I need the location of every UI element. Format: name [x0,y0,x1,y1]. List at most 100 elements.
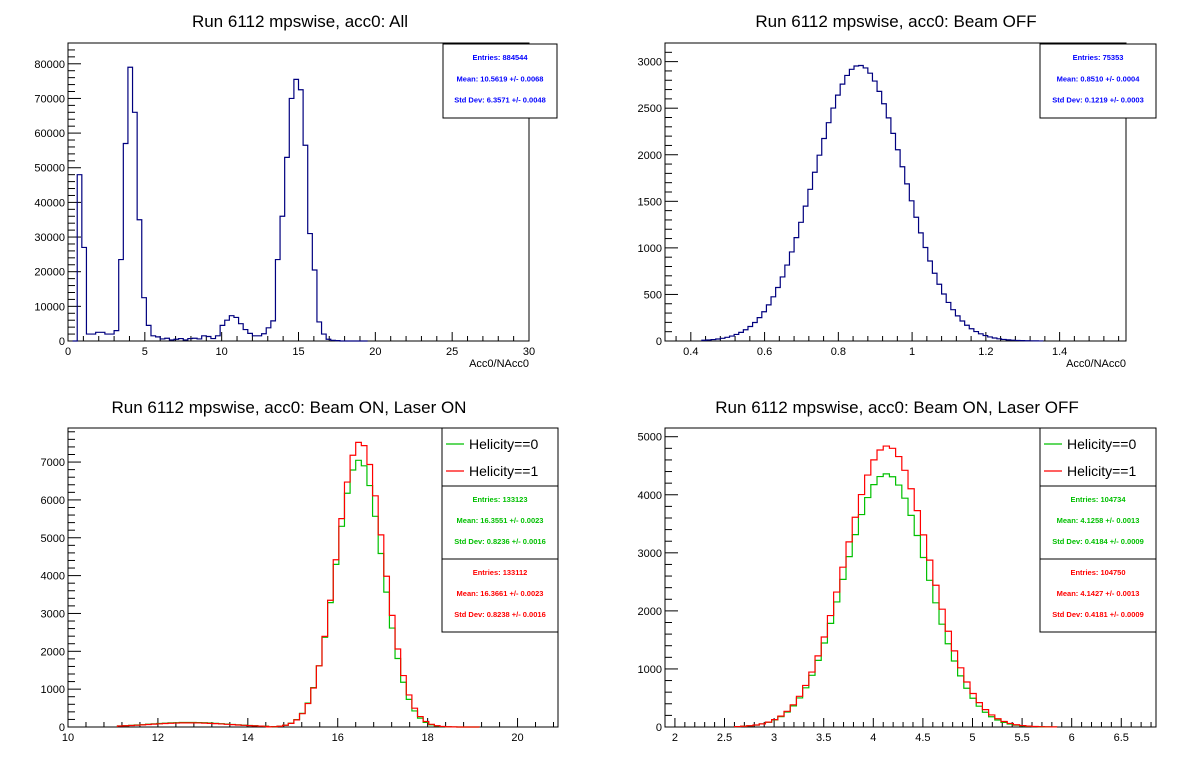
y-tick-label: 2500 [638,103,662,115]
y-tick-label: 1000 [638,664,662,676]
stats-line: Std Dev: 6.3571 +/- 0.0048 [454,96,546,105]
x-tick-label: 3.5 [816,732,831,744]
x-tick-label: 0 [65,346,71,358]
legend-box [1039,427,1157,487]
series-layer [116,441,480,728]
x-tick-label: 1.2 [978,346,993,358]
stats-line: Std Dev: 0.1219 +/- 0.0003 [1052,96,1144,105]
stats-panel [1039,485,1157,560]
legend-label: Helicity==0 [469,436,538,452]
y-tick-label: 60000 [34,128,65,140]
y-tick-label: 10000 [34,301,65,313]
y-tick-label: 3000 [638,57,662,69]
y-tick-label: 40000 [34,197,65,209]
x-tick-label: 15 [292,346,304,358]
x-tick-label: 4.5 [915,732,930,744]
x-tick-label: 20 [369,346,381,358]
y-tick-label: 5000 [41,533,65,545]
series-layer [701,64,1044,342]
chart-title: Run 6112 mpswise, acc0: Beam ON, Laser O… [112,398,467,417]
x-tick-label: 2 [672,732,678,744]
histogram-series-line [116,459,480,728]
legend-box [441,427,559,487]
histogram-series-line [733,473,1058,728]
y-tick-label: 20000 [34,267,65,279]
x-axis-ticks: 0 5 10 15 20 25 30 [65,332,535,358]
histogram-series-line [116,441,480,728]
y-tick-label: 80000 [34,59,65,71]
stats-line: Std Dev: 0.4184 +/- 0.0009 [1052,537,1144,546]
x-axis-label: Acc0/NAcc0 [469,358,529,370]
stats-line: Entries: 884544 [472,53,528,62]
legend-label: Helicity==1 [469,463,538,479]
stats-box: Entries: 884544 Mean: 10.5619 +/- 0.0068 S… [442,43,558,119]
stats-line: Std Dev: 0.8238 +/- 0.0016 [454,610,546,619]
x-tick-label: 14 [242,732,254,744]
x-tick-label: 4 [870,732,876,744]
histogram-series-line [733,445,1058,728]
x-tick-label: 1 [909,346,915,358]
x-tick-label: 18 [422,732,434,744]
panel-all: Run 6112 mpswise, acc0: All 0 5 10 15 20 25 30… [34,12,558,370]
x-tick-label: 0.6 [757,346,772,358]
stats-line: Std Dev: 0.8236 +/- 0.0016 [454,537,546,546]
y-tick-label: 2000 [41,646,65,658]
stats-line: Mean: 4.1258 +/- 0.0013 [1057,516,1140,525]
stats-panel [442,43,558,119]
x-tick-label: 5 [969,732,975,744]
x-tick-label: 6 [1069,732,1075,744]
x-tick-label: 20 [511,732,523,744]
x-tick-label: 10 [62,732,74,744]
legend: Helicity==0 Helicity==1 [441,427,559,487]
stats-line: Mean: 10.5619 +/- 0.0068 [457,74,544,83]
y-tick-label: 4000 [638,490,662,502]
y-tick-label: 1500 [638,196,662,208]
histogram-series-line [72,66,368,342]
panel-beam-on-laser-off: Run 6112 mpswise, acc0: Beam ON, Laser O… [638,398,1157,744]
stats-panel [441,485,559,560]
y-tick-label: 1000 [638,243,662,255]
x-tick-label: 10 [216,346,228,358]
x-axis-label: Acc0/NAcc0 [1066,358,1126,370]
x-tick-label: 6.5 [1114,732,1129,744]
y-axis-ticks: 0 1000 2000 3000 4000 5000 [638,432,678,734]
x-tick-label: 3 [771,732,777,744]
stats-box: Entries: 75353 Mean: 0.8510 +/- 0.0004 Std… [1039,43,1157,119]
series-layer [733,445,1058,728]
stats-line: Entries: 133123 [472,495,527,504]
x-tick-label: 12 [152,732,164,744]
y-tick-label: 2000 [638,150,662,162]
x-axis-ticks: 0.4 0.6 0.8 1 1.2 1.4 [675,332,1120,358]
stats-line: Mean: 4.1427 +/- 0.0013 [1057,589,1140,598]
y-tick-label: 70000 [34,93,65,105]
x-tick-label: 5 [142,346,148,358]
stats-line: Entries: 133112 [473,568,528,577]
stats-line: Entries: 75353 [1073,53,1124,62]
y-tick-label: 50000 [34,163,65,175]
legend: Helicity==0 Helicity==1 [1039,427,1157,487]
stats-line: Std Dev: 0.4181 +/- 0.0009 [1052,610,1144,619]
x-tick-label: 1.4 [1052,346,1067,358]
x-tick-label: 16 [332,732,344,744]
x-tick-label: 25 [446,346,458,358]
y-axis-ticks: 0 1000 2000 3000 4000 5000 6000 7000 [41,431,81,734]
stats-line: Entries: 104734 [1070,495,1126,504]
histogram-series-line [701,64,1044,342]
stats-line: Mean: 0.8510 +/- 0.0004 [1057,74,1141,83]
stats-line: Mean: 16.3661 +/- 0.0023 [457,589,544,598]
legend-label: Helicity==0 [1067,436,1136,452]
y-tick-label: 7000 [41,457,65,469]
x-axis-ticks: 10 12 14 16 18 20 [62,718,555,744]
stats-line: Entries: 104750 [1070,568,1125,577]
chart-title: Run 6112 mpswise, acc0: All [192,12,408,31]
y-tick-label: 5000 [638,432,662,444]
x-tick-label: 30 [523,346,535,358]
y-tick-label: 1000 [41,684,65,696]
y-tick-label: 3000 [638,548,662,560]
stats-box: Entries: 133123 Mean: 16.3551 +/- 0.0023 S… [441,485,559,633]
chart-title: Run 6112 mpswise, acc0: Beam ON, Laser O… [715,398,1078,417]
y-tick-label: 0 [59,336,65,348]
x-tick-label: 0.8 [831,346,846,358]
y-tick-label: 0 [656,336,662,348]
